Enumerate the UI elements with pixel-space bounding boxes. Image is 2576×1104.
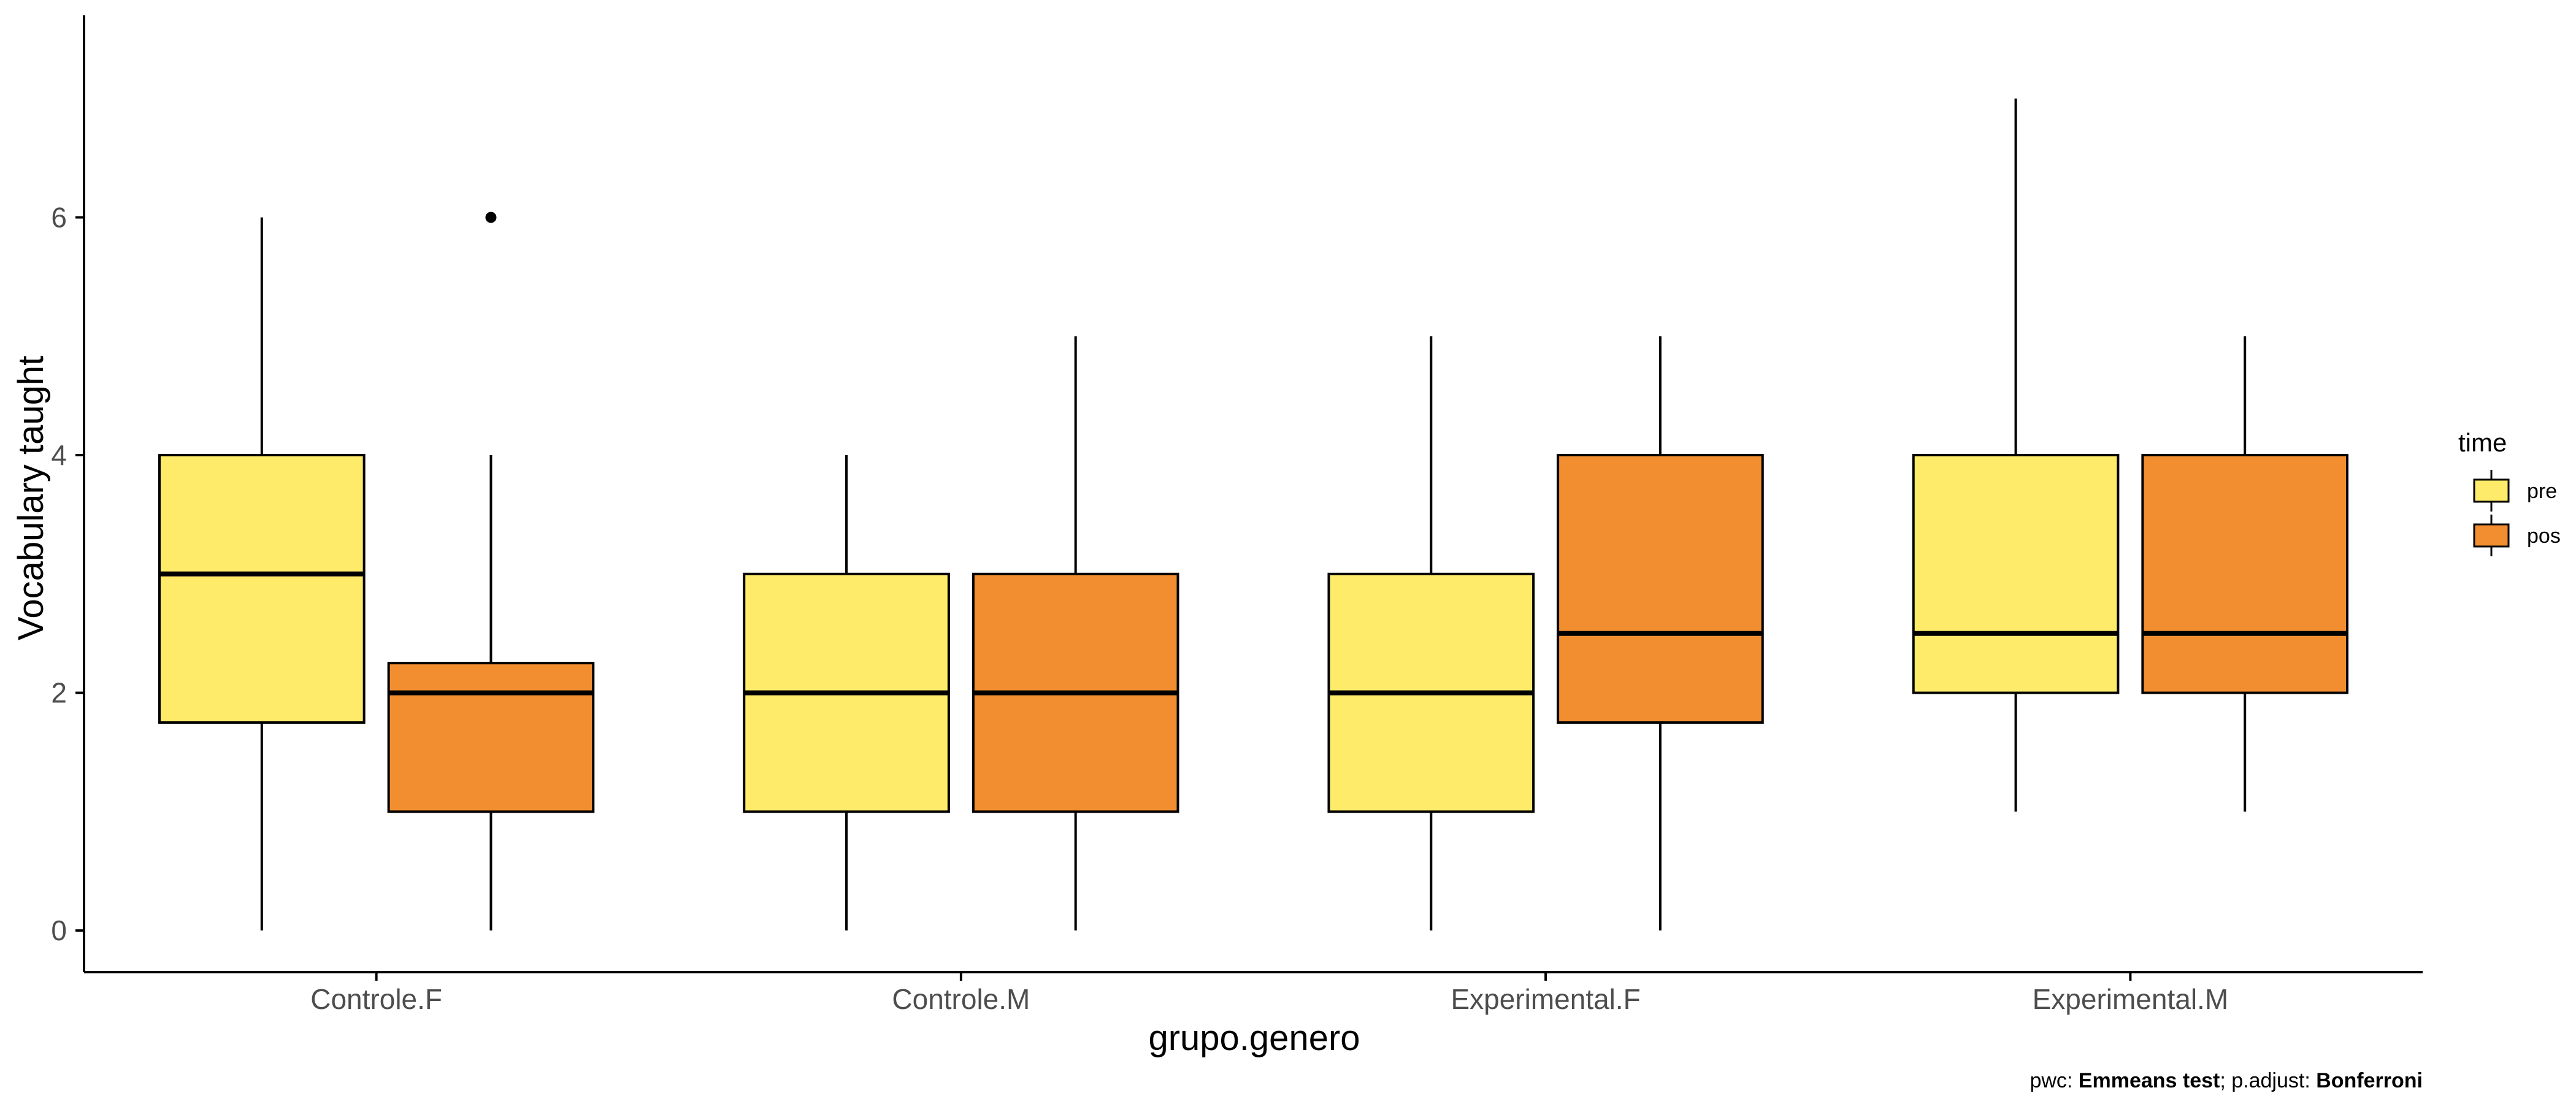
caption-prefix-2: ; p.adjust: xyxy=(2220,1069,2316,1092)
outlier-point xyxy=(485,212,497,223)
legend-label-pre: pre xyxy=(2527,480,2557,503)
box-pos-Controle.M xyxy=(972,336,1179,931)
plot-area xyxy=(158,98,2349,931)
legend: time pre pos xyxy=(2458,428,2561,556)
legend-key-pos xyxy=(2473,523,2510,548)
box-pos-Experimental.M xyxy=(2141,336,2349,812)
box-body xyxy=(158,454,366,724)
x-tick-label: Experimental.M xyxy=(2033,983,2229,1015)
legend-item-pre: pre xyxy=(2473,470,2557,512)
caption: pwc: Emmeans test; p.adjust: Bonferroni xyxy=(2030,1069,2423,1092)
y-tick-label: 4 xyxy=(51,439,67,471)
x-axis-ticks: Controle.F Controle.M Experimental.F Experi… xyxy=(310,972,2228,1015)
caption-prefix-1: pwc: xyxy=(2030,1069,2078,1092)
legend-key-pre xyxy=(2473,478,2510,503)
legend-title: time xyxy=(2458,428,2507,457)
box-pos-Experimental.F xyxy=(1557,336,1764,931)
axes: 0 2 4 6 Controle.F Controle.M Experimental.F E… xyxy=(51,15,2423,1015)
y-axis-title: Vocabulary taught xyxy=(11,356,51,640)
box-pre-Controle.M xyxy=(743,455,950,931)
caption-adjust: Bonferroni xyxy=(2316,1069,2423,1092)
x-tick-label: Experimental.F xyxy=(1451,983,1640,1015)
box-pos-Controle.F xyxy=(387,212,595,931)
y-tick-label: 2 xyxy=(51,677,67,709)
y-tick-label: 0 xyxy=(51,914,67,946)
x-tick-label: Controle.M xyxy=(892,983,1030,1015)
box-pre-Experimental.M xyxy=(1912,98,2120,812)
box-body xyxy=(1557,454,1764,724)
y-tick-label: 6 xyxy=(51,201,67,233)
x-tick-label: Controle.F xyxy=(310,983,442,1015)
box-pre-Experimental.F xyxy=(1327,336,1535,931)
box-body xyxy=(1912,454,2120,694)
box-body xyxy=(387,662,595,813)
box-body xyxy=(2141,454,2349,694)
box-pre-Controle.F xyxy=(158,217,366,931)
x-axis-title: grupo.genero xyxy=(1148,1018,1360,1058)
legend-item-pos: pos xyxy=(2473,515,2561,556)
y-axis-ticks: 0 2 4 6 xyxy=(51,201,84,946)
caption-method: Emmeans test xyxy=(2079,1069,2220,1092)
legend-label-pos: pos xyxy=(2527,524,2561,548)
